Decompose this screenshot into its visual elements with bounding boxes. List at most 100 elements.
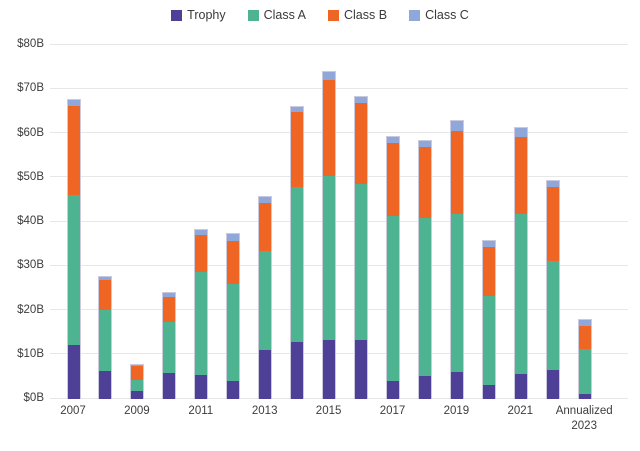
- y-axis-tick-label: $60B: [17, 126, 44, 139]
- bar-segment-class-c: [578, 319, 591, 326]
- bar-segment-class-c: [163, 292, 176, 298]
- x-axis-label: Annualized 2023: [555, 405, 613, 432]
- y-axis-tick-label: $70B: [17, 82, 44, 95]
- bar-segment-class-c: [227, 234, 240, 242]
- gridline-70: [50, 87, 628, 89]
- bar-segment-class-b: [578, 326, 591, 349]
- bar-segment-class-c: [67, 99, 80, 107]
- bar-segment-class-a: [355, 183, 368, 340]
- bar-segment-class-b: [387, 142, 399, 216]
- bar-2017: [386, 136, 400, 399]
- bar-segment-class-b: [323, 79, 336, 176]
- x-axis-label: 2013: [251, 405, 278, 417]
- bar-2011: [194, 229, 209, 399]
- bar-2020: [481, 240, 496, 399]
- bar-2012: [226, 233, 241, 399]
- bar-segment-class-c: [259, 196, 272, 203]
- bar-segment-class-c: [546, 180, 559, 188]
- bar-segment-class-a: [578, 348, 591, 395]
- bar-segment-trophy: [546, 370, 559, 399]
- bar-segment-trophy: [131, 390, 144, 399]
- bar-segment-class-b: [514, 137, 527, 215]
- bar-segment-class-c: [323, 71, 336, 80]
- gridline-30: [50, 264, 628, 266]
- bar-segment-trophy: [514, 373, 527, 399]
- bar-segment-class-b: [67, 106, 80, 196]
- legend-label: Trophy: [187, 8, 226, 22]
- x-axis-label: 2017: [379, 405, 406, 417]
- bar-segment-trophy: [291, 342, 304, 399]
- bar-2014: [290, 105, 305, 399]
- bar-segment-class-b: [195, 234, 208, 273]
- gridline-10: [50, 353, 628, 355]
- y-axis-tick-label: $30B: [17, 259, 44, 272]
- legend-swatch-icon: [247, 9, 259, 21]
- bar-segment-class-a: [418, 217, 431, 376]
- bar-segment-class-a: [291, 186, 304, 343]
- bar-segment-class-a: [546, 260, 559, 371]
- y-axis-tick-label: $10B: [17, 347, 44, 360]
- x-axis-label: 2007: [60, 405, 86, 417]
- bar-segment-class-b: [418, 146, 431, 218]
- bar-segment-class-b: [482, 247, 495, 297]
- gridline-80: [50, 43, 628, 45]
- y-axis-tick-label: $20B: [17, 303, 44, 316]
- bar-segment-class-c: [131, 364, 144, 367]
- bar-segment-trophy: [355, 339, 368, 399]
- bar-2015: [322, 70, 337, 399]
- bar-segment-class-a: [67, 195, 80, 346]
- gridline-60: [50, 132, 628, 133]
- bar-segment-trophy: [227, 381, 240, 399]
- gridline-40: [50, 220, 628, 222]
- legend-swatch-icon: [409, 9, 421, 21]
- bar-segment-class-a: [131, 380, 144, 391]
- bar-segment-class-a: [323, 175, 336, 341]
- bar-segment-class-b: [259, 202, 272, 251]
- y-axis-tick-label: $40B: [17, 215, 44, 227]
- legend-item-class-b: Class B: [328, 8, 387, 22]
- bar-2009: [130, 363, 145, 399]
- bar-segment-class-a: [163, 322, 176, 373]
- bar-segment-class-c: [514, 128, 527, 138]
- bar-segment-trophy: [99, 371, 112, 399]
- bar-2022: [545, 179, 560, 399]
- bar-segment-class-c: [418, 140, 431, 147]
- bar-segment-class-c: [99, 276, 112, 280]
- legend-label: Class B: [344, 8, 388, 22]
- bar-segment-trophy: [482, 384, 495, 399]
- legend-swatch-icon: [171, 9, 183, 21]
- bar-segment-class-c: [195, 230, 208, 235]
- bar-segment-class-a: [195, 272, 208, 375]
- x-axis-label: 2021: [507, 405, 534, 417]
- bar-segment-class-a: [514, 214, 527, 374]
- bar-segment-class-a: [99, 309, 112, 372]
- legend-item-class-c: Class C: [409, 8, 469, 22]
- bar-2013: [258, 195, 273, 399]
- gridline-20: [50, 309, 628, 310]
- bar-2008: [98, 275, 113, 399]
- bar-segment-class-c: [387, 137, 399, 143]
- bar-segment-trophy: [259, 350, 272, 399]
- bar-2021: [513, 127, 528, 399]
- bar-segment-trophy: [163, 372, 176, 399]
- bar-segment-class-a: [450, 213, 463, 373]
- bar-annualized-2023: [577, 318, 592, 399]
- bar-2016: [354, 96, 369, 399]
- bar-segment-class-b: [227, 241, 240, 284]
- gridline-0: [50, 397, 628, 399]
- bar-segment-class-a: [482, 296, 495, 385]
- bar-segment-trophy: [323, 340, 336, 399]
- bar-segment-class-b: [131, 366, 144, 381]
- bar-segment-class-b: [546, 187, 559, 261]
- bar-segment-class-b: [355, 103, 368, 184]
- bar-2019: [449, 119, 464, 399]
- bar-segment-trophy: [578, 394, 591, 399]
- bar-segment-trophy: [418, 375, 431, 399]
- y-axis-tick-label: $50B: [17, 170, 44, 183]
- bar-segment-class-c: [450, 120, 463, 131]
- bar-segment-class-b: [291, 111, 304, 187]
- bar-segment-class-c: [355, 97, 368, 104]
- legend-swatch-icon: [328, 9, 339, 21]
